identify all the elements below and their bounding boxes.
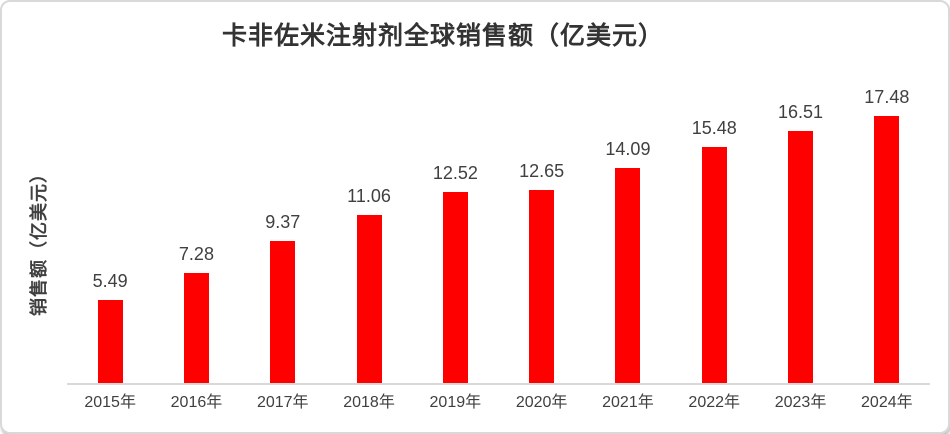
- x-axis-label: 2015年: [84, 394, 136, 411]
- bar-value-label: 5.49: [92, 271, 128, 291]
- x-axis-label: 2017年: [256, 394, 309, 411]
- chart-title: 卡非佐米注射剂全球销售额（亿美元）: [221, 21, 664, 50]
- bar-value-label: 15.48: [691, 118, 737, 138]
- x-axis-label: 2020年: [515, 394, 568, 411]
- bar: [615, 168, 641, 385]
- bar: [356, 215, 382, 385]
- x-axis-labels: 2015年 2016年 2017年 2018年 2019年 2020年 2021年 2022年…: [67, 393, 930, 413]
- bar-column: 11.06: [326, 77, 412, 385]
- plot-area: 5.49 7.28 9.37 11.06 12.52 12.65 14.09 15.48 16.…: [67, 77, 930, 385]
- bar-value-label: 14.09: [605, 139, 651, 159]
- bar-value-label: 12.52: [432, 163, 478, 183]
- bar: [788, 131, 814, 385]
- y-axis-title: 销售额（亿美元）: [29, 164, 49, 316]
- bar-column: 7.28: [153, 77, 239, 385]
- bar-column: 9.37: [240, 77, 326, 385]
- x-axis-label: 2016年: [170, 394, 223, 411]
- bar-value-label: 17.48: [864, 87, 910, 107]
- bar-value-label: 12.65: [519, 161, 565, 181]
- bar-column: 16.51: [757, 77, 843, 385]
- x-axis-label: 2024年: [861, 394, 913, 411]
- x-axis-label: 2022年: [688, 394, 741, 411]
- bar: [701, 147, 727, 385]
- bar-column: 5.49: [67, 77, 153, 385]
- bar-column: 17.48: [844, 77, 930, 385]
- x-axis-label: 2023年: [774, 394, 827, 411]
- x-axis-label: 2019年: [429, 394, 482, 411]
- bar-column: 12.52: [412, 77, 498, 385]
- x-axis-label: 2018年: [343, 394, 395, 411]
- bar-value-label: 7.28: [178, 244, 214, 264]
- bar: [97, 300, 123, 385]
- bar-value-label: 9.37: [265, 212, 301, 232]
- bar-column: 12.65: [498, 77, 584, 385]
- bar: [874, 116, 900, 385]
- bar-column: 14.09: [585, 77, 671, 385]
- bar-column: 15.48: [671, 77, 757, 385]
- bar: [442, 192, 468, 385]
- bar: [183, 273, 209, 385]
- bar-value-label: 11.06: [347, 186, 391, 206]
- bar: [270, 241, 296, 385]
- bar-value-label: 16.51: [778, 102, 824, 122]
- x-axis-line: [67, 383, 930, 385]
- x-axis-label: 2021年: [602, 394, 654, 411]
- bar: [529, 190, 555, 385]
